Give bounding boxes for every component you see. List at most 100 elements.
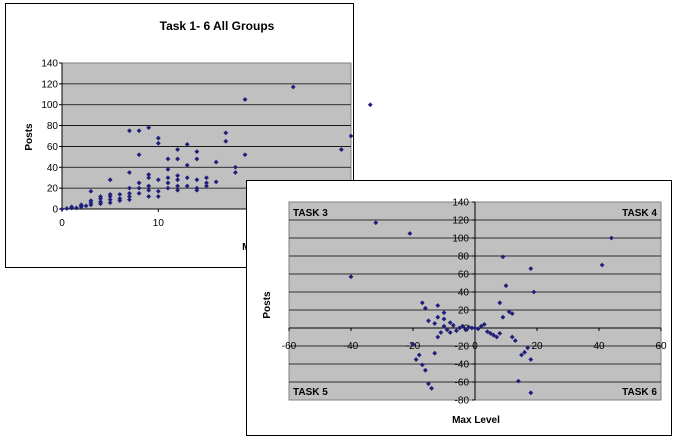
data-point <box>242 152 248 158</box>
quadrant-label-bottom-right: TASK 6 <box>622 387 657 398</box>
data-point <box>107 177 113 183</box>
data-point <box>609 235 614 241</box>
data-point <box>463 327 469 333</box>
data-point <box>127 185 132 191</box>
data-point <box>429 385 434 391</box>
y-tick-label: 20 <box>458 306 470 317</box>
data-point <box>481 322 487 327</box>
data-point <box>447 320 453 325</box>
data-point <box>155 188 161 194</box>
data-point <box>522 349 527 355</box>
data-point <box>500 254 506 260</box>
data-point <box>107 197 113 203</box>
y-tick-label: 0 <box>52 205 58 216</box>
x-tick-label: 0 <box>59 218 65 229</box>
data-point <box>233 164 238 170</box>
y-tick-label: 80 <box>458 252 470 263</box>
data-point <box>454 328 459 334</box>
data-point <box>367 102 373 108</box>
y-tick-label: 100 <box>41 100 58 111</box>
data-point <box>59 206 65 212</box>
data-point <box>599 262 605 268</box>
data-point <box>204 175 209 181</box>
x-tick-label: -60 <box>282 341 297 352</box>
data-point <box>184 175 190 181</box>
y-tick-label: -80 <box>455 396 470 407</box>
data-point <box>450 322 456 328</box>
data-point <box>512 338 518 343</box>
data-point <box>146 175 152 181</box>
data-point <box>491 332 496 338</box>
data-point <box>223 138 229 144</box>
data-point <box>242 97 248 102</box>
data-point <box>485 329 490 334</box>
y-tick-label: -40 <box>455 360 470 371</box>
y-tick-label: 40 <box>458 288 470 299</box>
chart-panel-quadrants: -80-60-40-20020406080100120140-60-40-200… <box>246 180 672 436</box>
data-point <box>78 202 84 208</box>
data-point <box>503 283 509 289</box>
data-point <box>136 185 142 191</box>
data-point <box>146 125 152 131</box>
data-point <box>506 309 512 315</box>
data-point <box>223 130 229 136</box>
y-tick-label: -20 <box>455 342 470 353</box>
data-point <box>136 180 142 186</box>
data-point <box>117 192 123 197</box>
data-point <box>478 323 484 329</box>
data-point <box>146 187 152 193</box>
data-point <box>413 357 419 362</box>
data-point <box>348 133 354 139</box>
chart-title: Task 1- 6 All Groups <box>160 19 275 33</box>
x-tick-label: -40 <box>344 341 359 352</box>
data-point <box>88 188 94 194</box>
data-point <box>516 378 521 384</box>
data-point <box>509 311 515 316</box>
data-point <box>165 175 171 181</box>
data-point <box>460 323 465 329</box>
data-point <box>165 185 171 191</box>
y-tick-label: 100 <box>452 234 469 245</box>
y-tick-label: 120 <box>452 216 469 227</box>
x-tick-label: 0 <box>472 341 478 352</box>
quadrant-label-bottom-left: TASK 5 <box>293 387 328 398</box>
data-point <box>407 231 413 236</box>
y-tick-label: 20 <box>47 184 59 195</box>
quadrant-label-top-left: TASK 3 <box>293 208 328 219</box>
data-point <box>165 166 171 172</box>
data-point <box>136 152 142 158</box>
data-point <box>213 179 219 185</box>
y-axis-label: Posts <box>24 123 35 151</box>
data-point <box>175 173 180 179</box>
x-tick-label: 60 <box>655 341 667 352</box>
data-point <box>525 345 531 351</box>
data-point <box>107 200 113 206</box>
data-point <box>423 305 428 311</box>
y-tick-label: 60 <box>47 142 59 153</box>
data-point <box>155 177 161 183</box>
data-point <box>497 300 503 306</box>
data-point <box>488 331 493 336</box>
data-point <box>127 190 132 196</box>
data-point <box>83 203 89 209</box>
data-point <box>127 197 132 203</box>
y-tick-label: 40 <box>47 163 59 174</box>
data-point <box>155 135 161 141</box>
data-point <box>204 183 209 189</box>
data-point <box>528 390 534 396</box>
data-point <box>146 183 152 189</box>
data-point <box>432 350 438 356</box>
data-point <box>165 156 171 162</box>
data-point <box>88 198 94 204</box>
x-tick-label: 20 <box>531 341 543 352</box>
data-point <box>528 266 534 271</box>
y-tick-label: 60 <box>458 270 470 281</box>
data-point <box>136 128 142 134</box>
data-point <box>213 159 219 165</box>
data-point <box>194 149 200 155</box>
data-point <box>419 362 425 368</box>
data-point <box>175 177 180 183</box>
data-point <box>175 156 180 162</box>
data-point <box>175 147 180 152</box>
data-point <box>69 204 75 210</box>
